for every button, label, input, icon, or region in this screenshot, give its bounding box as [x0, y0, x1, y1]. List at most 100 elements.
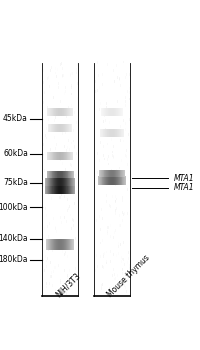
Bar: [46, 282, 47, 285]
Bar: [63, 178, 64, 186]
Bar: [56, 124, 57, 132]
Bar: [60, 107, 61, 116]
Bar: [121, 260, 122, 263]
Bar: [44, 92, 45, 94]
Bar: [47, 186, 48, 194]
Bar: [55, 171, 56, 178]
Bar: [64, 178, 65, 186]
Bar: [61, 221, 62, 224]
Bar: [102, 239, 103, 242]
Bar: [65, 124, 66, 127]
Bar: [112, 129, 113, 137]
Bar: [64, 124, 65, 132]
Bar: [57, 186, 58, 194]
Bar: [63, 107, 64, 116]
Bar: [60, 178, 61, 186]
Bar: [56, 171, 57, 178]
Bar: [116, 254, 117, 257]
Bar: [113, 155, 114, 158]
Bar: [103, 120, 104, 122]
Bar: [127, 188, 128, 191]
Bar: [55, 155, 56, 159]
Bar: [46, 286, 47, 288]
Bar: [52, 191, 53, 194]
Bar: [46, 136, 47, 139]
Bar: [65, 152, 66, 160]
Bar: [97, 153, 98, 155]
Bar: [122, 211, 123, 214]
Bar: [48, 107, 49, 116]
Bar: [62, 75, 63, 78]
Bar: [112, 181, 113, 184]
Bar: [59, 239, 60, 250]
Bar: [70, 239, 71, 250]
Bar: [112, 150, 113, 153]
Bar: [46, 240, 47, 243]
Bar: [64, 269, 65, 272]
Bar: [107, 232, 108, 235]
Bar: [122, 199, 123, 202]
Bar: [121, 129, 122, 137]
Bar: [43, 69, 44, 72]
Bar: [60, 239, 61, 250]
Bar: [49, 178, 50, 186]
Bar: [108, 108, 109, 116]
Bar: [60, 171, 61, 178]
Bar: [121, 176, 122, 185]
Bar: [103, 154, 104, 157]
Bar: [117, 100, 118, 103]
Bar: [58, 152, 59, 160]
Bar: [62, 113, 63, 116]
Bar: [115, 195, 116, 198]
Bar: [49, 85, 50, 88]
Bar: [111, 129, 112, 137]
Bar: [50, 275, 51, 278]
Bar: [99, 159, 100, 162]
Bar: [55, 152, 56, 160]
Bar: [113, 253, 114, 256]
Bar: [70, 107, 71, 116]
Bar: [97, 89, 98, 91]
Bar: [66, 116, 67, 119]
Bar: [67, 274, 68, 277]
Bar: [104, 129, 105, 137]
Bar: [128, 257, 129, 260]
Text: Mouse thymus: Mouse thymus: [106, 253, 152, 299]
Bar: [68, 152, 69, 160]
Bar: [49, 222, 50, 225]
Bar: [65, 168, 66, 171]
Bar: [120, 176, 121, 185]
Bar: [71, 92, 72, 96]
Bar: [46, 171, 47, 178]
Bar: [72, 171, 73, 178]
Bar: [110, 260, 111, 263]
Bar: [60, 124, 61, 132]
Bar: [60, 196, 61, 198]
Bar: [54, 124, 55, 132]
Bar: [56, 186, 57, 194]
Bar: [56, 152, 57, 160]
Bar: [106, 260, 107, 263]
Bar: [109, 121, 110, 124]
Bar: [52, 178, 53, 186]
Bar: [68, 107, 69, 116]
Bar: [120, 108, 121, 116]
Bar: [105, 128, 106, 131]
Bar: [125, 76, 126, 79]
Bar: [51, 186, 52, 194]
Bar: [59, 178, 60, 186]
Bar: [62, 124, 63, 132]
Bar: [121, 131, 122, 134]
Bar: [102, 217, 103, 219]
Bar: [95, 80, 96, 83]
Bar: [114, 108, 115, 116]
Bar: [53, 107, 54, 116]
Bar: [55, 117, 56, 119]
Bar: [67, 124, 68, 132]
Bar: [72, 186, 73, 194]
Bar: [64, 253, 65, 256]
Bar: [51, 275, 52, 278]
Bar: [65, 178, 66, 186]
Bar: [71, 72, 72, 75]
Bar: [99, 86, 100, 89]
